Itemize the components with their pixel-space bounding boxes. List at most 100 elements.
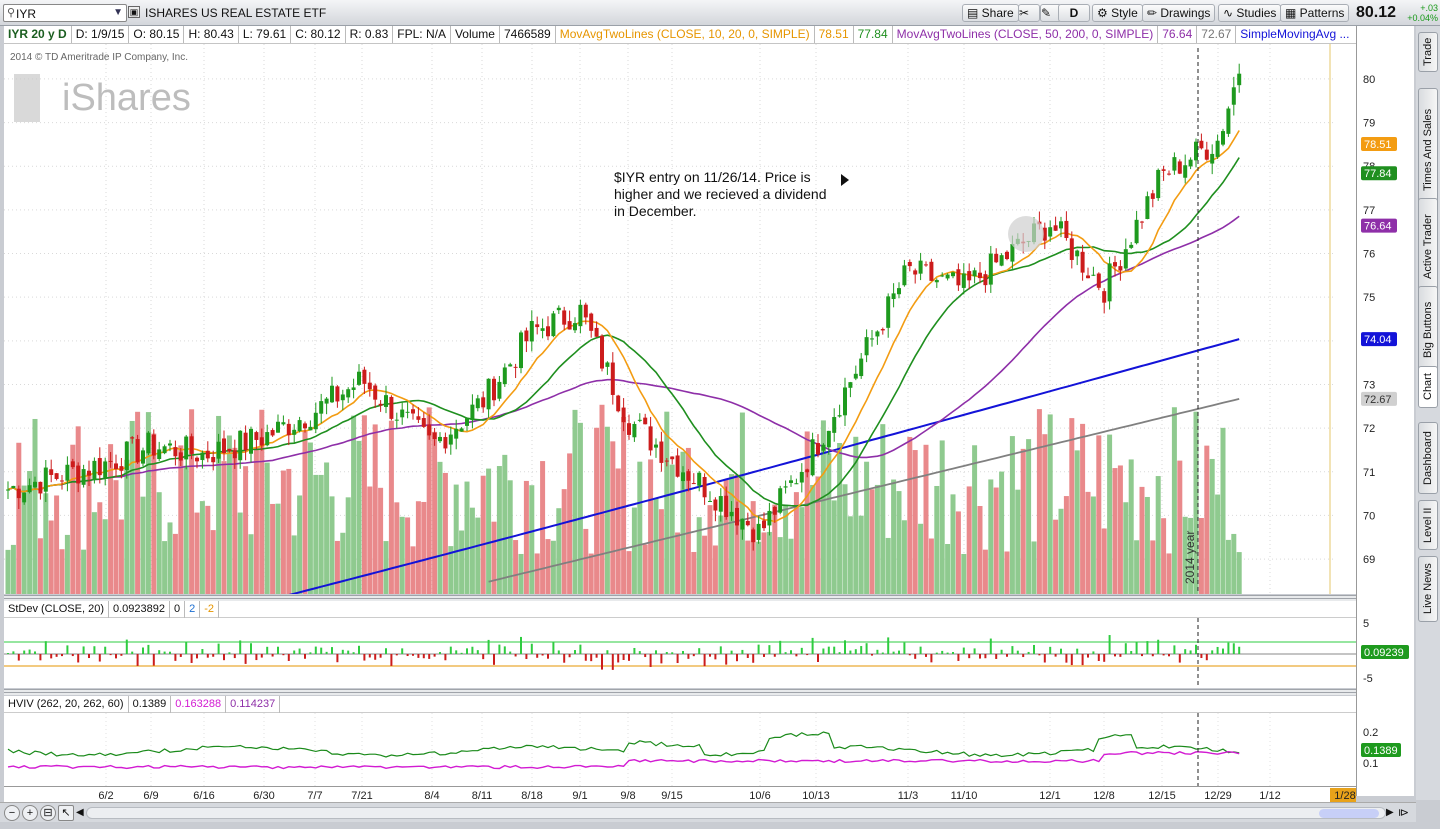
hviv-axis-bottom: 0.1 [1363, 758, 1378, 770]
sidebar-tab-trade[interactable]: Trade [1418, 32, 1438, 72]
sidebar-tab-live-news[interactable]: Live News [1418, 556, 1438, 622]
volume-bar [567, 453, 573, 594]
symbol-input[interactable]: ⚲ IYR ▼ [3, 4, 127, 22]
change-percent: +0.04% [1407, 13, 1438, 23]
symbol-link-icon[interactable]: ▣ [128, 6, 140, 18]
volume-bar [1171, 407, 1177, 594]
date-tick-label: 1/12 [1259, 790, 1280, 802]
ma2-study-label[interactable]: MovAvgTwoLines (CLOSE, 50, 200, 0, SIMPL… [893, 26, 1159, 43]
volume-bar [583, 528, 589, 594]
sidebar-tab-active-trader[interactable]: Active Trader [1418, 198, 1438, 296]
volume-study-label[interactable]: Volume [451, 26, 500, 43]
volume-bar [378, 487, 384, 594]
candle-body [1080, 251, 1085, 273]
volume-bar [837, 443, 843, 594]
candle-body [281, 422, 286, 425]
ma100-price-tag-label: 74.04 [1364, 334, 1392, 346]
share-button[interactable]: ▤ Share [962, 4, 1019, 22]
volume-bar [853, 436, 859, 594]
volume-bar [615, 468, 621, 594]
candle-body [681, 472, 685, 482]
studies-button[interactable]: ∿ Studies [1218, 4, 1282, 22]
stdev-axis-top: 5 [1363, 618, 1369, 630]
stdev-study-label[interactable]: StDev (CLOSE, 20) [4, 601, 109, 618]
volume-bar [1139, 486, 1145, 594]
volume-bar [831, 500, 837, 594]
volume-bar [653, 498, 659, 594]
candle-body [562, 310, 567, 325]
tools-icon[interactable]: ✂ [1018, 4, 1040, 22]
candle-body [189, 436, 194, 454]
sidebar-tab-big-buttons[interactable]: Big Buttons [1418, 286, 1438, 374]
zoom-box-icon[interactable]: ⊟ [40, 805, 56, 821]
price-tick-label: 70 [1363, 510, 1375, 522]
symbol-text[interactable]: IYR [16, 7, 37, 21]
candle-body [1150, 193, 1155, 199]
volume-bar [1004, 551, 1010, 594]
candle-body [1113, 262, 1117, 267]
price-axis[interactable]: 80797877767574737271706978.5177.8476.647… [1356, 26, 1414, 796]
sidebar-tab-level-ii[interactable]: Level II [1418, 500, 1438, 550]
candle-body [130, 437, 135, 439]
candle-body [740, 518, 745, 530]
volume-bar [102, 519, 108, 594]
style-button[interactable]: ⚙ Style [1092, 4, 1143, 22]
candle-body [475, 398, 480, 409]
volume-bar [1150, 540, 1156, 594]
hviv-study-label[interactable]: HVIV (262, 20, 262, 60) [4, 696, 129, 713]
sidebar-tab-chart[interactable]: Chart [1418, 366, 1438, 408]
ma1-study-label[interactable]: MovAvgTwoLines (CLOSE, 10, 20, 0, SIMPLE… [556, 26, 815, 43]
candle-body [805, 469, 810, 473]
candle-body [621, 407, 626, 423]
scroll-left-icon[interactable]: ◀ [76, 807, 84, 818]
ishares-watermark: iShares [62, 77, 191, 119]
volume-bar [383, 541, 389, 594]
candle-body [654, 444, 658, 448]
chart-period[interactable]: IYR 20 y D [4, 26, 72, 43]
candle-body [691, 483, 696, 485]
volume-value: 7466589 [500, 26, 556, 43]
stdev-panel[interactable] [4, 618, 1356, 688]
zoom-in-icon[interactable]: + [22, 805, 38, 821]
sma-study-label[interactable]: SimpleMovingAvg ... [1240, 27, 1350, 41]
time-scrollbar-thumb[interactable] [1319, 809, 1379, 818]
volume-bar [1090, 496, 1096, 594]
hviv-value-2: 0.163288 [171, 696, 227, 713]
volume-bar [523, 480, 529, 594]
candle-body [735, 507, 739, 526]
scroll-right-icon[interactable]: ▶ [1386, 807, 1394, 818]
date-tick-label: 7/7 [307, 790, 322, 802]
copyright-text: 2014 © TD Ameritrade IP Company, Inc. [10, 52, 188, 63]
candle-body [648, 426, 653, 451]
patterns-button[interactable]: ▦ Patterns [1280, 4, 1350, 22]
volume-bar [437, 461, 443, 594]
symbol-dropdown-icon[interactable]: ▼ [113, 7, 123, 18]
chart-annotation[interactable]: $IYR entry on 11/26/14. Price is higher … [614, 169, 849, 219]
expand-right-icon[interactable]: ⧐ [1398, 807, 1409, 819]
panel-resize-handle-1[interactable] [4, 595, 1356, 601]
aggregation-button[interactable]: D [1058, 4, 1090, 22]
candle-body [718, 496, 723, 512]
volume-bar [691, 551, 697, 594]
price-tick-label: 73 [1363, 379, 1375, 391]
time-scrollbar[interactable] [86, 807, 1386, 819]
zoom-out-icon[interactable]: − [4, 805, 20, 821]
pointer-icon[interactable]: ↖ [58, 805, 74, 821]
candle-body [983, 274, 988, 286]
sidebar-tab-times-and-sales[interactable]: Times And Sales [1418, 88, 1438, 212]
drawings-button[interactable]: ✏ Drawings [1142, 4, 1216, 22]
panel-resize-handle-2[interactable] [4, 689, 1356, 695]
ma2-value2: 72.67 [1197, 26, 1237, 43]
sidebar-tab-dashboard[interactable]: Dashboard [1418, 422, 1438, 494]
candle-body [567, 321, 572, 330]
volume-bar [513, 540, 519, 594]
date-axis[interactable]: 6/2 6/9 6/16 6/30 7/7 7/21 8/4 8/11 8/18 9/1 9/8 9/… [4, 786, 1360, 802]
price-panel[interactable]: 2014 year 2014 © TD Ameritrade IP Compan… [4, 44, 1356, 620]
candle-body [384, 395, 388, 407]
stdev-header: StDev (CLOSE, 20) 0.0923892 0 2 -2 [4, 601, 1356, 618]
candle-body [934, 280, 939, 283]
candle-body [859, 358, 864, 377]
hviv-panel[interactable] [4, 713, 1356, 786]
date-tick-label: 12/1 [1039, 790, 1060, 802]
volume-bar [577, 422, 583, 594]
